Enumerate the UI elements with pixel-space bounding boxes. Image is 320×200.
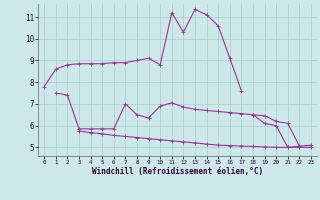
X-axis label: Windchill (Refroidissement éolien,°C): Windchill (Refroidissement éolien,°C) xyxy=(92,167,263,176)
